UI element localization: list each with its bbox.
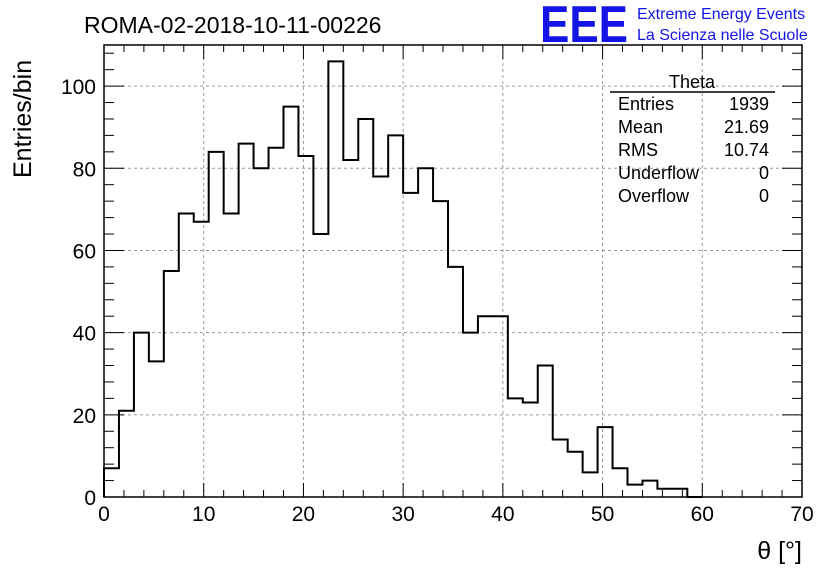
x-tick-label: 30 [391, 503, 414, 526]
stats-row-value: 0 [759, 163, 769, 183]
x-tick-label: 70 [790, 503, 813, 526]
stats-row-value: 21.69 [724, 117, 769, 137]
x-tick-label: 50 [591, 503, 614, 526]
y-tick-label: 100 [61, 76, 96, 99]
tick-labels: 0 10 20 30 40 50 60 70 0 20 40 60 80 100 [61, 76, 814, 526]
stats-row-label: RMS [618, 140, 658, 160]
y-tick-label: 20 [73, 405, 96, 428]
stats-row-value: 0 [759, 186, 769, 206]
stats-rows: Entries 1939 Mean 21.69 RMS 10.74 Underflow 0 Ov… [618, 94, 769, 206]
y-tick-label: 0 [84, 487, 96, 510]
logo-line-1: Extreme Energy Events [637, 6, 805, 23]
eee-logo: EEE Extreme Energy Events La Scienza nel… [540, 0, 808, 54]
stats-row-label: Underflow [618, 163, 700, 183]
x-tick-label: 10 [192, 503, 215, 526]
x-tick-label: 40 [491, 503, 514, 526]
plot-frame [103, 44, 803, 498]
x-tick-label: 60 [691, 503, 714, 526]
x-tick-label: 0 [98, 503, 110, 526]
x-axis-label: θ [°] [757, 537, 802, 565]
x-tick-label: 20 [292, 503, 315, 526]
stats-row-label: Overflow [618, 186, 690, 206]
stats-box-title: Theta [669, 72, 716, 92]
stats-row-value: 10.74 [724, 140, 769, 160]
stats-box: Theta Entries 1939 Mean 21.69 RMS 10.74 Underf… [610, 72, 775, 206]
y-tick-label: 80 [73, 158, 96, 181]
axis-ticks [103, 45, 803, 498]
logo-mark: EEE [540, 0, 628, 54]
chart-title: ROMA-02-2018-10-11-00226 [84, 12, 381, 38]
y-tick-label: 60 [73, 240, 96, 263]
stats-row-value: 1939 [729, 94, 769, 114]
logo-line-2: La Scienza nelle Scuole [637, 27, 808, 44]
histogram-series-line [103, 60, 703, 498]
y-tick-label: 40 [73, 323, 96, 346]
grid-lines [104, 45, 802, 497]
y-axis-label: Entries/bin [9, 60, 37, 178]
axes [103, 44, 803, 498]
stats-row-label: Entries [618, 94, 674, 114]
stats-row-label: Mean [618, 117, 663, 137]
